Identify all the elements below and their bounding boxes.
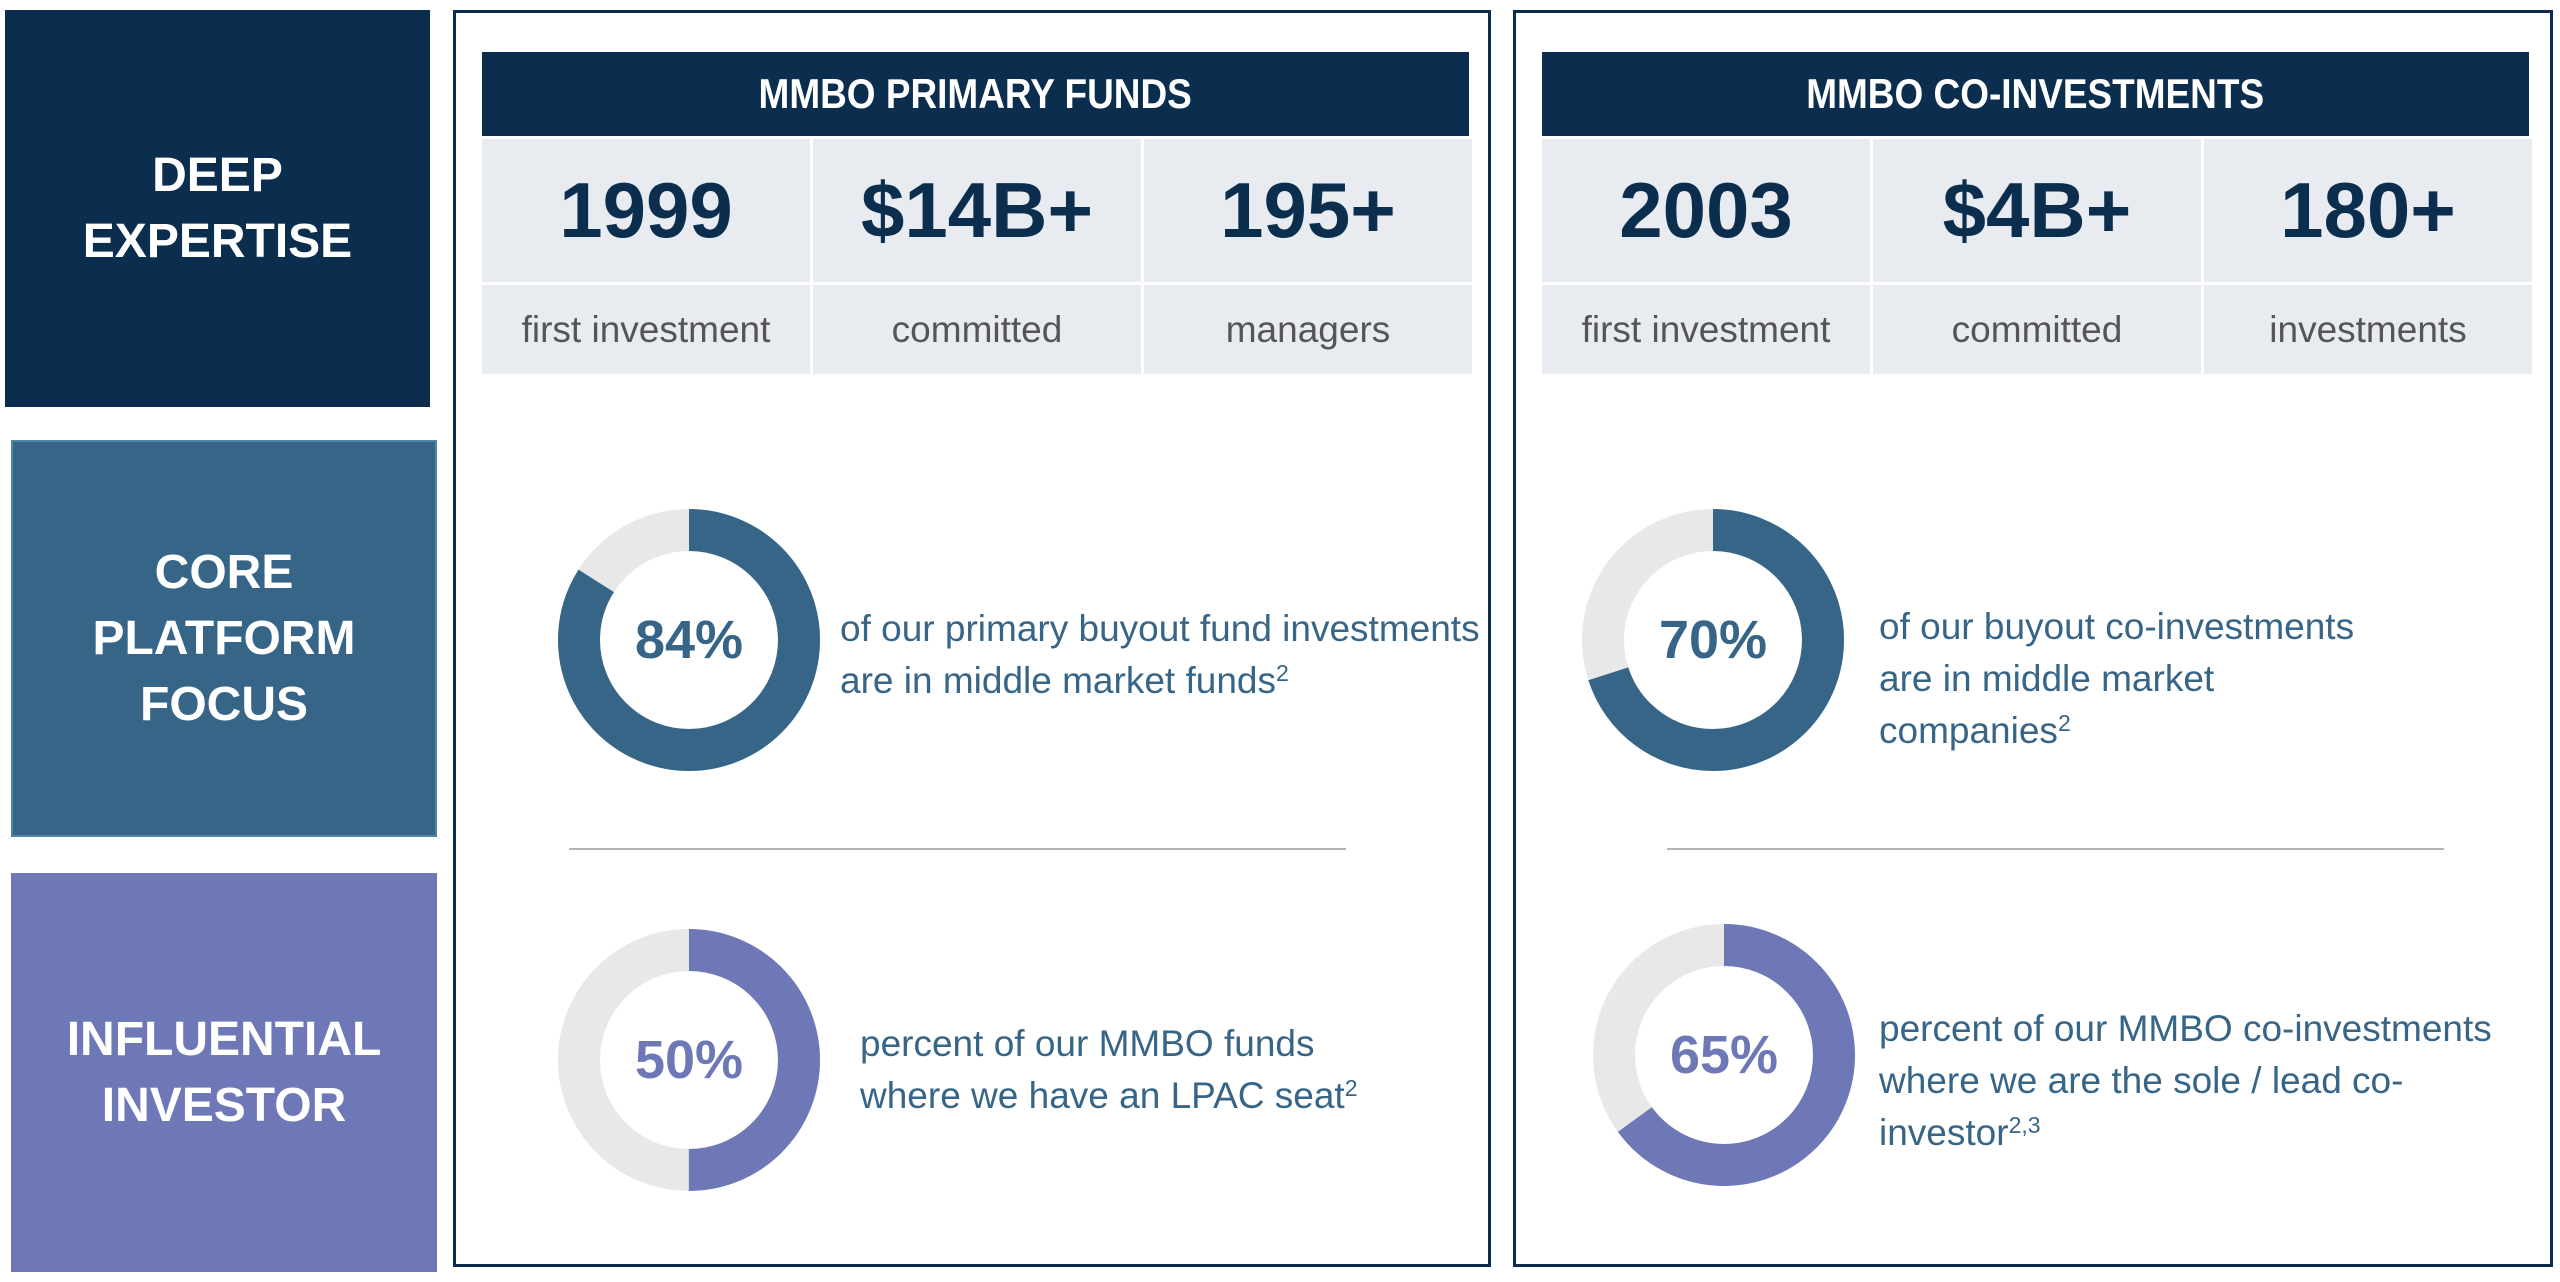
donut-chart: 70% (1581, 508, 1845, 772)
donut-svg (1593, 924, 1855, 1186)
stat-label: committed (891, 308, 1063, 350)
stat-value-cell: 180+ (2204, 139, 2532, 282)
stat-value-cell: 1999 (482, 139, 810, 282)
stat-label: managers (1225, 308, 1391, 350)
donut-percent-label: 70% (1658, 610, 1768, 670)
donut-svg (558, 509, 820, 771)
footnote-marker: 2 (2057, 710, 2071, 736)
stat-label-cell: committed (1873, 285, 2201, 374)
description-text: where we have an LPAC seat (860, 1075, 1345, 1116)
donut-chart: 50% (557, 928, 821, 1192)
description-text: are in middle market funds (840, 660, 1276, 701)
description-last-line: are in middle market funds2 (840, 655, 1480, 707)
pillar-influential-investor: INFLUENTIAL INVESTOR (11, 873, 437, 1272)
donut-description: percent of our MMBO funds where we have a… (860, 1018, 1358, 1122)
stat-label-cell: committed (813, 285, 1141, 374)
pillar-deep-expertise: DEEP EXPERTISE (5, 10, 430, 407)
donut-value-arc (558, 929, 820, 1191)
stat-label: committed (1951, 308, 2123, 350)
stat-value: 195+ (1220, 166, 1396, 254)
description-last-line: companies2 (1879, 705, 2354, 757)
stat-label-cell: investments (2204, 285, 2532, 374)
donut-svg (558, 929, 820, 1191)
description-line: percent of our MMBO funds (860, 1023, 1315, 1064)
donut-description: percent of our MMBO co-investments where … (1879, 1003, 2492, 1159)
stat-value-cell: $14B+ (813, 139, 1141, 282)
stat-value: 2003 (1619, 166, 1793, 254)
stat-value-cell: $4B+ (1873, 139, 2201, 282)
stat-value: 1999 (559, 166, 733, 254)
description-last-line: investor2,3 (1879, 1107, 2492, 1159)
description-line: of our primary buyout fund investments (840, 608, 1480, 649)
description-text: investor (1879, 1112, 2009, 1153)
donut-chart: 84% (557, 508, 821, 772)
panel-title: MMBO PRIMARY FUNDS (482, 52, 1469, 136)
stat-label-cell: first investment (482, 285, 810, 374)
section-divider (1667, 848, 2444, 850)
donut-value-arc (558, 509, 820, 771)
section-divider (569, 848, 1346, 850)
stat-value-cell: 2003 (1542, 139, 1870, 282)
stat-value-cell: 195+ (1144, 139, 1472, 282)
footnote-marker: 2 (1344, 1075, 1358, 1101)
donut-value-arc (1593, 924, 1855, 1186)
donut-description: of our primary buyout fund investments ar… (840, 603, 1480, 707)
description-text: companies (1879, 710, 2058, 751)
description-line: percent of our MMBO co-investments (1879, 1008, 2492, 1049)
panel-title: MMBO CO-INVESTMENTS (1542, 52, 2529, 136)
stat-label-cell: managers (1144, 285, 1472, 374)
donut-chart: 65% (1592, 923, 1856, 1187)
donut-percent-label: 84% (634, 610, 744, 670)
stat-label-cell: first investment (1542, 285, 1870, 374)
description-line: of our buyout co-investments (1879, 606, 2355, 647)
panel-title-text: MMBO PRIMARY FUNDS (758, 70, 1193, 117)
stat-label: investments (2269, 308, 2467, 350)
pillar-core-platform-focus: CORE PLATFORM FOCUS (11, 440, 437, 837)
donut-value-arc (1582, 509, 1844, 771)
footnote-marker: 2,3 (2008, 1112, 2041, 1138)
footnote-marker: 2 (1275, 660, 1289, 686)
panel-title-text: MMBO CO-INVESTMENTS (1806, 70, 2265, 117)
stat-label: first investment (521, 308, 771, 350)
description-last-line: where we have an LPAC seat2 (860, 1070, 1358, 1122)
co-investments-panel: MMBO CO-INVESTMENTS 2003 first investment $… (1513, 10, 2553, 1267)
donut-description: of our buyout co-investments are in middl… (1879, 601, 2354, 757)
donut-percent-label: 50% (634, 1030, 744, 1090)
donut-svg (1582, 509, 1844, 771)
primary-funds-panel: MMBO PRIMARY FUNDS 1999 first investment $1… (453, 10, 1491, 1267)
description-line: where we are the sole / lead co- (1879, 1060, 2404, 1101)
stat-label: first investment (1581, 308, 1831, 350)
description-line: are in middle market (1879, 658, 2215, 699)
donut-percent-label: 65% (1669, 1025, 1779, 1085)
stat-value: $14B+ (860, 166, 1094, 254)
stat-value: $4B+ (1942, 166, 2132, 254)
stat-value: 180+ (2280, 166, 2456, 254)
